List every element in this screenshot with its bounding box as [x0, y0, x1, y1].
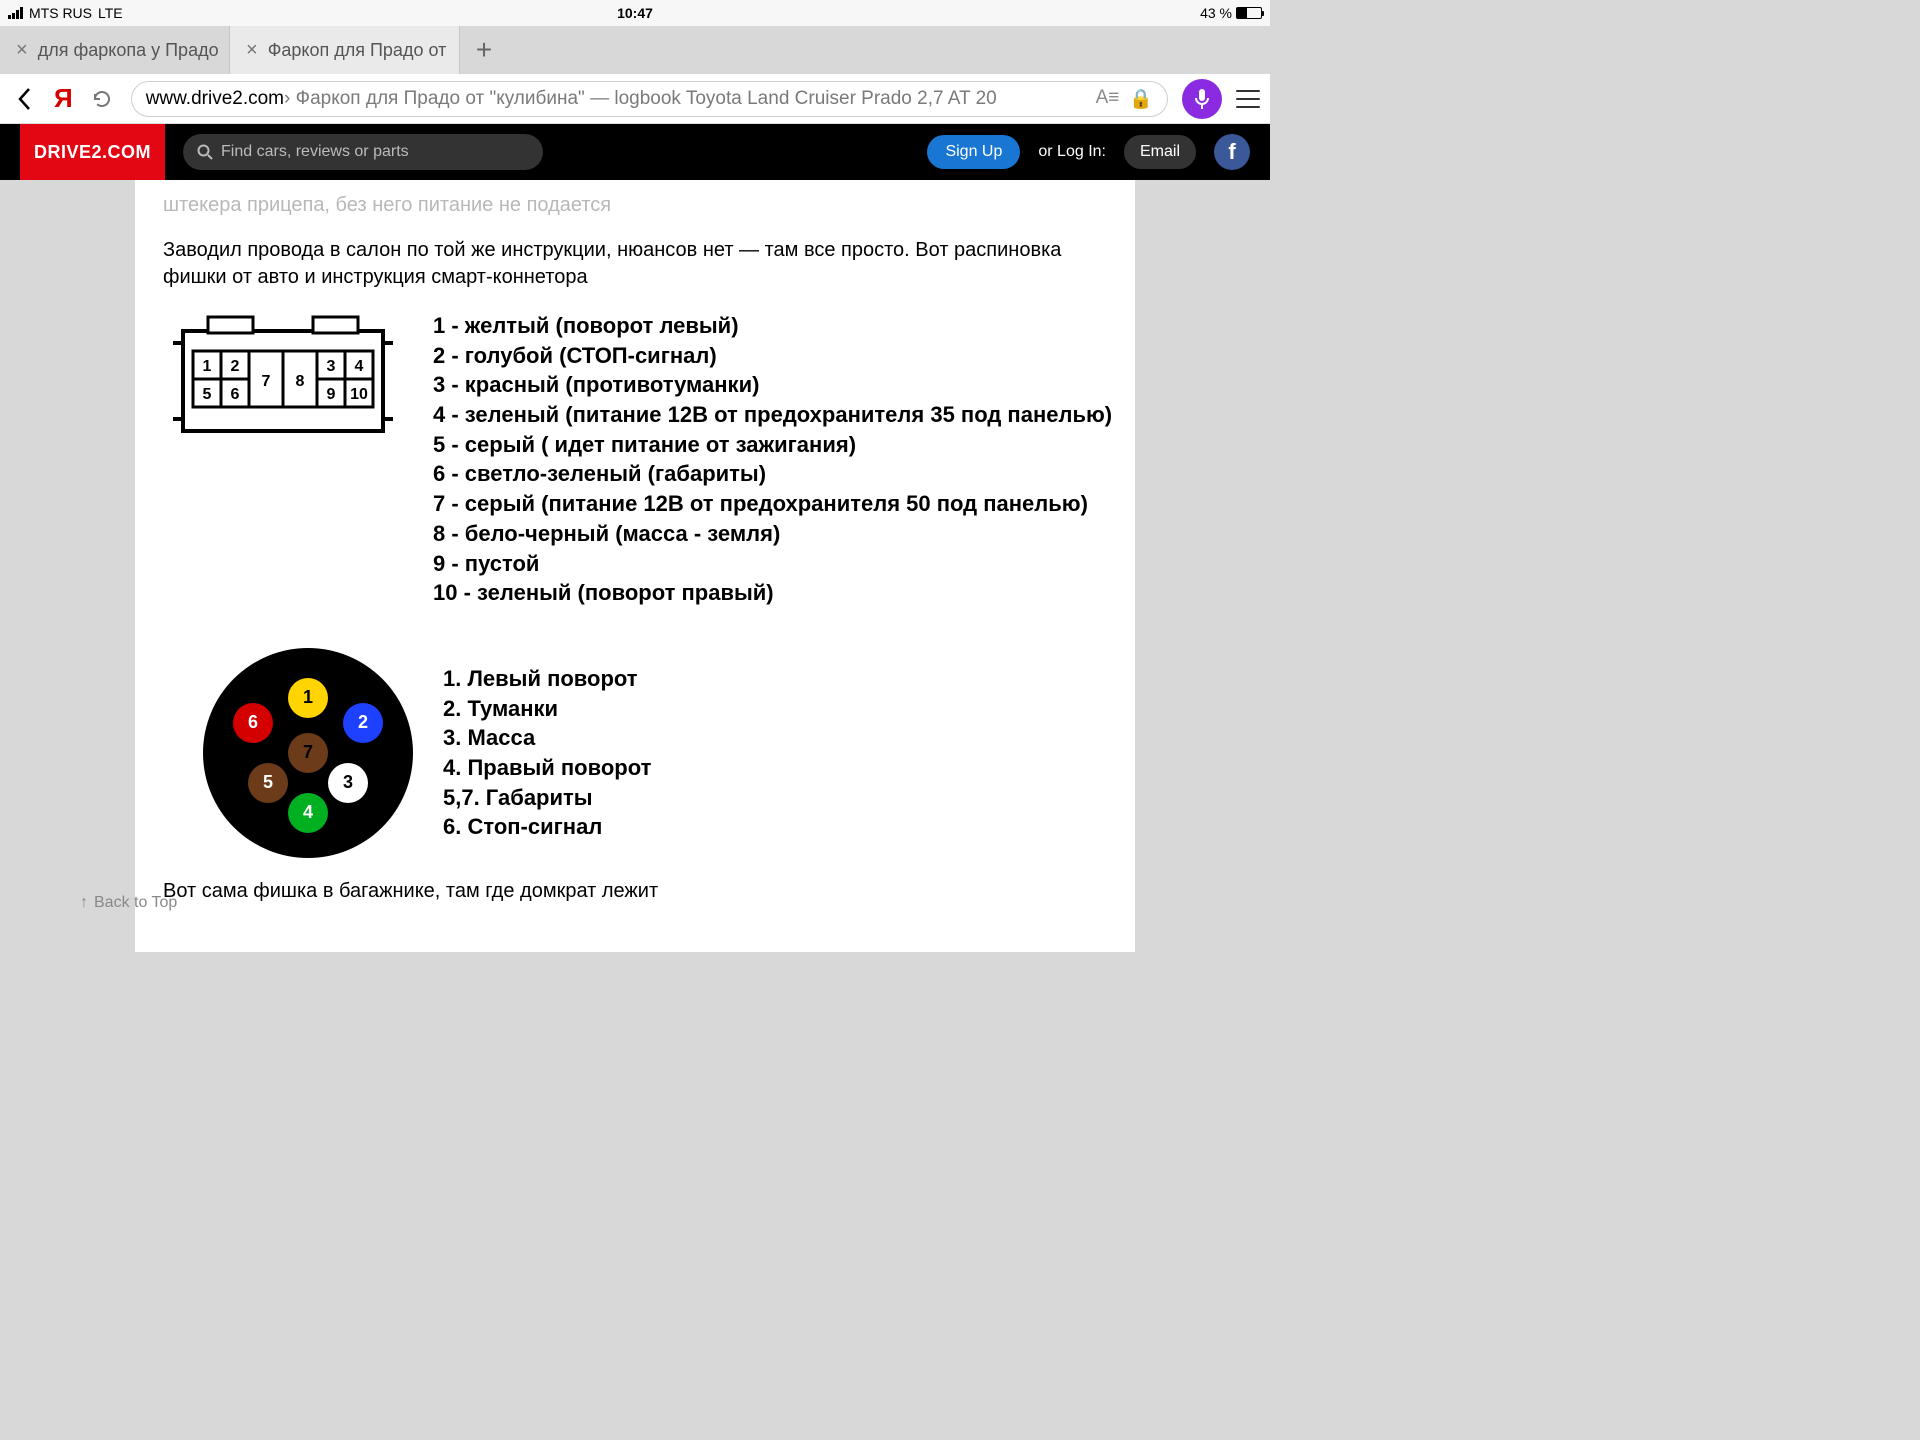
- svg-text:4: 4: [355, 358, 364, 375]
- socket-pin-5: 5: [248, 763, 288, 803]
- tab-inactive[interactable]: × для фаркопа у Прадо: [0, 26, 230, 74]
- pin-item: 3 - красный (противотуманки): [433, 370, 1112, 400]
- or-login-label: or Log In:: [1038, 143, 1106, 161]
- socket-pin-2: 2: [343, 703, 383, 743]
- pin-item: 5 - серый ( идет питание от зажигания): [433, 430, 1112, 460]
- search-icon: [197, 144, 213, 160]
- reload-button[interactable]: [87, 88, 117, 110]
- network-label: LTE: [98, 5, 123, 21]
- site-header: DRIVE2.COM Find cars, reviews or parts S…: [0, 124, 1270, 180]
- svg-text:2: 2: [231, 358, 240, 375]
- pin-item: 9 - пустой: [433, 549, 1112, 579]
- yandex-icon[interactable]: Я: [54, 83, 73, 114]
- svg-text:6: 6: [231, 386, 240, 403]
- reader-icon[interactable]: A≡: [1096, 87, 1120, 111]
- battery-pct: 43 %: [1200, 5, 1232, 21]
- browser-nav: Я www.drive2.com › Фаркоп для Прадо от "…: [0, 74, 1270, 124]
- pin-item: 2 - голубой (СТОП-сигнал): [433, 341, 1112, 371]
- socket-pin-4: 4: [288, 793, 328, 833]
- signup-button[interactable]: Sign Up: [927, 135, 1020, 169]
- socket-item: 3. Масса: [443, 723, 651, 753]
- facebook-login-button[interactable]: f: [1214, 134, 1250, 170]
- tab-active[interactable]: × Фаркоп для Прадо от: [230, 26, 460, 74]
- voice-search-button[interactable]: [1182, 79, 1222, 119]
- url-bar[interactable]: www.drive2.com › Фаркоп для Прадо от "ку…: [131, 81, 1168, 117]
- svg-text:3: 3: [327, 358, 336, 375]
- svg-text:1: 1: [203, 358, 212, 375]
- pin-item: 1 - желтый (поворот левый): [433, 311, 1112, 341]
- connector-icon: 1 2 3 4 5 6 7 8 9 10: [163, 311, 403, 461]
- close-icon[interactable]: ×: [246, 39, 258, 62]
- paragraph: Вот сама фишка в багажнике, там где домк…: [163, 878, 1107, 905]
- pin-item: 8 - бело-черный (масса - земля): [433, 519, 1112, 549]
- pin-item: 6 - светло-зеленый (габариты): [433, 459, 1112, 489]
- socket-item: 5,7. Габариты: [443, 783, 651, 813]
- trailer-socket: 12 345 67: [203, 648, 413, 858]
- menu-button[interactable]: [1236, 90, 1260, 108]
- pin-item: 4 - зеленый (питание 12В от предохраните…: [433, 400, 1112, 430]
- close-icon[interactable]: ×: [16, 39, 28, 62]
- tab-label: Фаркоп для Прадо от: [268, 40, 447, 61]
- svg-text:9: 9: [327, 386, 336, 403]
- socket-pin-1: 1: [288, 678, 328, 718]
- svg-text:8: 8: [296, 373, 305, 390]
- search-placeholder: Find cars, reviews or parts: [221, 143, 409, 161]
- socket-pin-6: 6: [233, 703, 273, 743]
- battery-icon: [1236, 7, 1262, 19]
- socket-pin-7: 7: [288, 733, 328, 773]
- email-login-button[interactable]: Email: [1124, 135, 1196, 169]
- new-tab-button[interactable]: +: [460, 26, 508, 74]
- clock: 10:47: [617, 5, 653, 21]
- tab-label: для фаркопа у Прадо: [38, 40, 219, 61]
- pin-item: 7 - серый (питание 12В от предохранителя…: [433, 489, 1112, 519]
- socket-list: 1. Левый поворот2. Туманки3. Масса4. Пра…: [443, 664, 651, 842]
- back-to-top[interactable]: ↑ Back to Top: [80, 894, 177, 912]
- arrow-up-icon: ↑: [80, 894, 88, 912]
- lock-icon: 🔒: [1129, 87, 1153, 111]
- paragraph: Заводил провода в салон по той же инстру…: [163, 237, 1107, 291]
- article-body: штекера прицепа, без него питание не под…: [135, 180, 1135, 952]
- svg-text:5: 5: [203, 386, 212, 403]
- svg-text:10: 10: [350, 386, 368, 403]
- socket-item: 4. Правый поворот: [443, 753, 651, 783]
- carrier-label: MTS RUS: [29, 5, 92, 21]
- connector-pinout-diagram: 1 2 3 4 5 6 7 8 9 10 1 - желтый (поворот…: [163, 311, 1107, 608]
- pin-list: 1 - желтый (поворот левый)2 - голубой (С…: [433, 311, 1112, 608]
- faded-line: штекера прицепа, без него питание не под…: [163, 192, 1107, 219]
- socket-pin-3: 3: [328, 763, 368, 803]
- site-search[interactable]: Find cars, reviews or parts: [183, 134, 543, 170]
- socket-item: 2. Туманки: [443, 694, 651, 724]
- socket-item: 1. Левый поворот: [443, 664, 651, 694]
- pin-item: 10 - зеленый (поворот правый): [433, 578, 1112, 608]
- signal-icon: [8, 7, 23, 19]
- url-domain: www.drive2.com: [146, 88, 284, 110]
- socket-item: 6. Стоп-сигнал: [443, 812, 651, 842]
- back-button[interactable]: [10, 87, 40, 111]
- trailer-socket-diagram: 12 345 67 1. Левый поворот2. Туманки3. Мас…: [203, 648, 1107, 858]
- browser-tabs: × для фаркопа у Прадо × Фаркоп для Прадо…: [0, 26, 1270, 74]
- site-logo[interactable]: DRIVE2.COM: [20, 124, 165, 180]
- svg-text:7: 7: [262, 373, 271, 390]
- url-rest: › Фаркоп для Прадо от "кулибина" — logbo…: [284, 88, 997, 110]
- ios-status-bar: MTS RUS LTE 10:47 43 %: [0, 0, 1270, 26]
